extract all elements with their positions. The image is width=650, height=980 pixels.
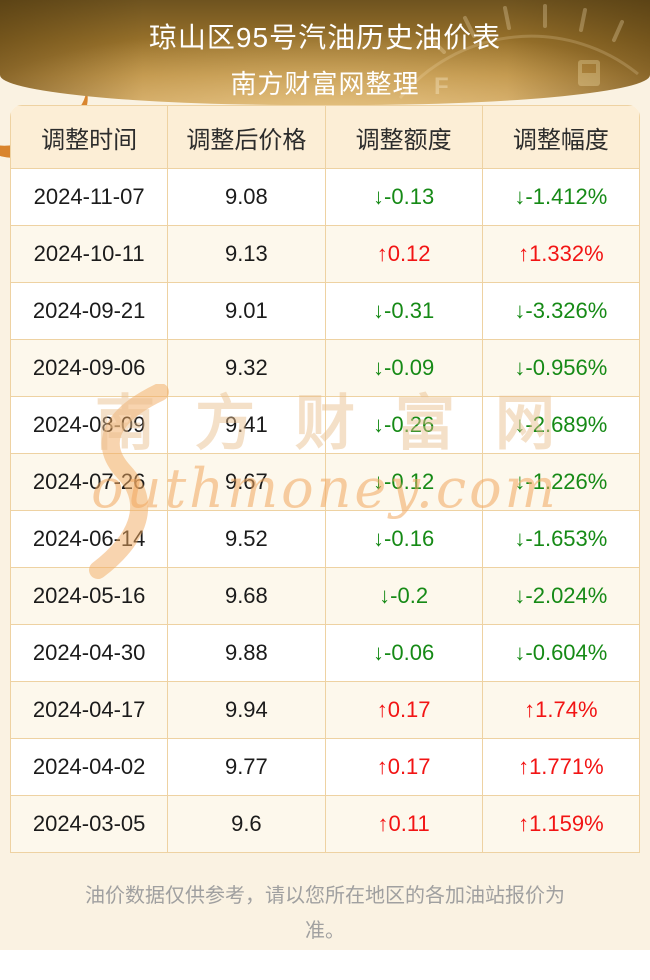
table-row: 2024-03-05 9.6 ↑0.11 ↑1.159% xyxy=(10,795,640,853)
table-row: 2024-07-26 9.67 ↓-0.12 ↓-1.226% xyxy=(10,453,640,511)
pct-cell: ↑1.771% xyxy=(481,738,640,796)
pct-cell: ↓-0.956% xyxy=(481,339,640,397)
price-cell: 9.13 xyxy=(167,225,326,283)
pct-cell: ↓-1.412% xyxy=(481,168,640,226)
fuel-gauge-icon: F xyxy=(398,4,639,100)
header-adjust-time: 调整时间 xyxy=(10,105,169,169)
price-cell: 9.32 xyxy=(167,339,326,397)
date-cell: 2024-09-06 xyxy=(10,339,169,397)
change-cell: ↓-0.09 xyxy=(324,339,483,397)
price-cell: 9.67 xyxy=(167,453,326,511)
date-cell: 2024-05-16 xyxy=(10,567,169,625)
price-cell: 9.77 xyxy=(167,738,326,796)
banner: F 琼山区95号汽油历史油价表 南方财富网整理 xyxy=(0,0,650,105)
change-cell: ↑0.17 xyxy=(324,738,483,796)
date-cell: 2024-04-30 xyxy=(10,624,169,682)
header-row: 调整时间 调整后价格 调整额度 调整幅度 xyxy=(10,105,640,169)
price-cell: 9.52 xyxy=(167,510,326,568)
price-cell: 9.94 xyxy=(167,681,326,739)
disclaimer-text: 油价数据仅供参考，请以您所在地区的各加油站报价为准。 xyxy=(85,885,565,942)
price-cell: 9.08 xyxy=(167,168,326,226)
price-cell: 9.01 xyxy=(167,282,326,340)
date-cell: 2024-10-11 xyxy=(10,225,169,283)
pct-cell: ↓-2.024% xyxy=(481,567,640,625)
pct-cell: ↓-1.653% xyxy=(481,510,640,568)
change-cell: ↓-0.26 xyxy=(324,396,483,454)
table-row: 2024-04-02 9.77 ↑0.17 ↑1.771% xyxy=(10,738,640,796)
main-content: F 琼山区95号汽油历史油价表 南方财富网整理 调整时间 调整后价格 调整额度 … xyxy=(0,0,650,950)
table-row: 2024-11-07 9.08 ↓-0.13 ↓-1.412% xyxy=(10,168,640,226)
change-cell: ↑0.17 xyxy=(324,681,483,739)
table-row: 2024-04-17 9.94 ↑0.17 ↑1.74% xyxy=(10,681,640,739)
header-adjust-amount: 调整额度 xyxy=(324,105,483,169)
price-cell: 9.41 xyxy=(167,396,326,454)
table-row: 2024-05-16 9.68 ↓-0.2 ↓-2.024% xyxy=(10,567,640,625)
change-cell: ↑0.12 xyxy=(324,225,483,283)
price-table-container: 调整时间 调整后价格 调整额度 调整幅度 2024-11-07 9.08 ↓-0.1… xyxy=(10,105,640,853)
change-cell: ↓-0.16 xyxy=(324,510,483,568)
table-row: 2024-06-14 9.52 ↓-0.16 ↓-1.653% xyxy=(10,510,640,568)
pct-cell: ↓-2.689% xyxy=(481,396,640,454)
pct-cell: ↓-1.226% xyxy=(481,453,640,511)
pct-cell: ↑1.332% xyxy=(481,225,640,283)
change-cell: ↑0.11 xyxy=(324,795,483,853)
date-cell: 2024-08-09 xyxy=(10,396,169,454)
table-row: 2024-08-09 9.41 ↓-0.26 ↓-2.689% xyxy=(10,396,640,454)
table-row: 2024-10-11 9.13 ↑0.12 ↑1.332% xyxy=(10,225,640,283)
price-table: 调整时间 调整后价格 调整额度 调整幅度 2024-11-07 9.08 ↓-0.1… xyxy=(10,105,640,853)
pct-cell: ↓-0.604% xyxy=(481,624,640,682)
pct-cell: ↓-3.326% xyxy=(481,282,640,340)
price-cell: 9.6 xyxy=(167,795,326,853)
date-cell: 2024-09-21 xyxy=(10,282,169,340)
table-row: 2024-04-30 9.88 ↓-0.06 ↓-0.604% xyxy=(10,624,640,682)
price-table-head: 调整时间 调整后价格 调整额度 调整幅度 xyxy=(10,105,640,169)
price-cell: 9.68 xyxy=(167,567,326,625)
change-cell: ↓-0.2 xyxy=(324,567,483,625)
price-cell: 9.88 xyxy=(167,624,326,682)
header-adjusted-price: 调整后价格 xyxy=(167,105,326,169)
pct-cell: ↑1.74% xyxy=(481,681,640,739)
date-cell: 2024-04-17 xyxy=(10,681,169,739)
change-cell: ↓-0.06 xyxy=(324,624,483,682)
date-cell: 2024-03-05 xyxy=(10,795,169,853)
table-row: 2024-09-06 9.32 ↓-0.09 ↓-0.956% xyxy=(10,339,640,397)
change-cell: ↓-0.13 xyxy=(324,168,483,226)
table-row: 2024-09-21 9.01 ↓-0.31 ↓-3.326% xyxy=(10,282,640,340)
svg-text:F: F xyxy=(434,73,449,100)
page-title: 琼山区95号汽油历史油价表 xyxy=(148,22,502,53)
header-adjust-percent: 调整幅度 xyxy=(481,105,640,169)
change-cell: ↓-0.12 xyxy=(324,453,483,511)
date-cell: 2024-04-02 xyxy=(10,738,169,796)
date-cell: 2024-11-07 xyxy=(10,168,169,226)
page-subtitle: 南方财富网整理 xyxy=(230,69,420,99)
date-cell: 2024-06-14 xyxy=(10,510,169,568)
change-cell: ↓-0.31 xyxy=(324,282,483,340)
date-cell: 2024-07-26 xyxy=(10,453,169,511)
pct-cell: ↑1.159% xyxy=(481,795,640,853)
price-table-body: 2024-11-07 9.08 ↓-0.13 ↓-1.412% 2024-10-11 9.… xyxy=(10,168,640,853)
